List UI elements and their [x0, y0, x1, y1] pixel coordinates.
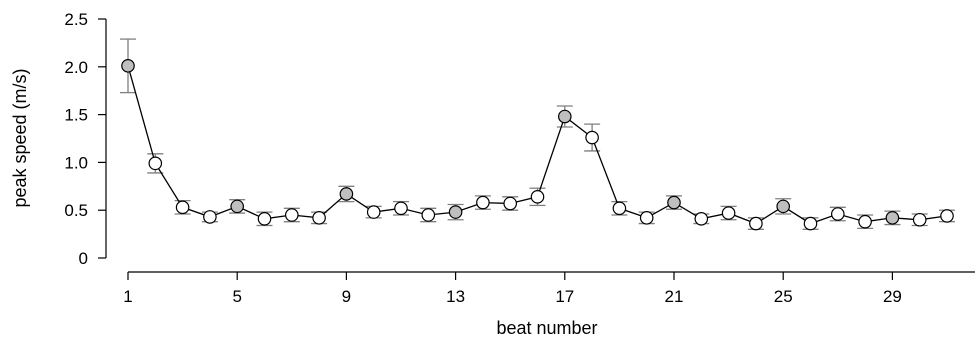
data-point — [394, 201, 408, 216]
x-axis-ticks: 1 5 9 13 17 21 25 29 — [123, 272, 902, 306]
plot-area: 0 0.5 1.0 1.5 2.0 2.5 1 5 9 13 17 21 25 29 — [64, 10, 975, 306]
data-point — [749, 216, 763, 231]
y-axis-ticks: 0 0.5 1.0 1.5 2.0 2.5 — [64, 10, 106, 268]
x-tick-label: 5 — [232, 287, 241, 306]
x-tick-label: 29 — [883, 287, 902, 306]
data-point — [257, 212, 272, 226]
data-point-highlighted — [885, 211, 900, 225]
data-point-highlighted — [667, 195, 681, 210]
y-tick-label: 1.0 — [64, 153, 88, 172]
x-tick-label: 13 — [446, 287, 465, 306]
data-point — [912, 212, 927, 227]
x-tick-label: 17 — [555, 287, 574, 306]
data-point-highlighted — [230, 199, 244, 214]
data-point-highlighted — [448, 205, 463, 219]
y-tick-label: 2.0 — [64, 58, 88, 77]
data-point — [803, 216, 818, 231]
data-point — [585, 130, 599, 145]
y-tick-label: 1.5 — [64, 106, 88, 125]
data-points — [121, 59, 954, 231]
data-point — [639, 211, 654, 225]
y-axis-title: peak speed (m/s) — [10, 68, 30, 207]
data-point — [284, 208, 299, 222]
data-point — [476, 195, 490, 210]
data-point-highlighted — [121, 59, 135, 73]
data-point — [421, 208, 436, 222]
y-tick-label: 2.5 — [64, 10, 88, 29]
x-axis-title: beat number — [496, 318, 597, 338]
data-point-highlighted — [776, 199, 790, 214]
data-point — [694, 212, 709, 226]
data-point — [203, 210, 217, 224]
data-point — [312, 211, 326, 225]
data-point — [940, 209, 954, 223]
data-point — [148, 156, 163, 171]
y-tick-label: 0.5 — [64, 201, 88, 220]
y-tick-label: 0 — [79, 249, 88, 268]
x-tick-label: 1 — [123, 287, 132, 306]
data-point — [175, 200, 190, 215]
data-point-highlighted — [557, 109, 572, 124]
x-tick-label: 21 — [665, 287, 684, 306]
data-point — [721, 206, 736, 220]
data-point — [366, 205, 381, 219]
data-point — [612, 201, 627, 216]
data-point — [503, 196, 517, 211]
data-point-highlighted — [339, 187, 354, 201]
x-tick-label: 25 — [774, 287, 793, 306]
data-point — [530, 190, 545, 204]
data-point — [830, 207, 845, 221]
x-tick-label: 9 — [342, 287, 351, 306]
data-point — [858, 214, 872, 229]
